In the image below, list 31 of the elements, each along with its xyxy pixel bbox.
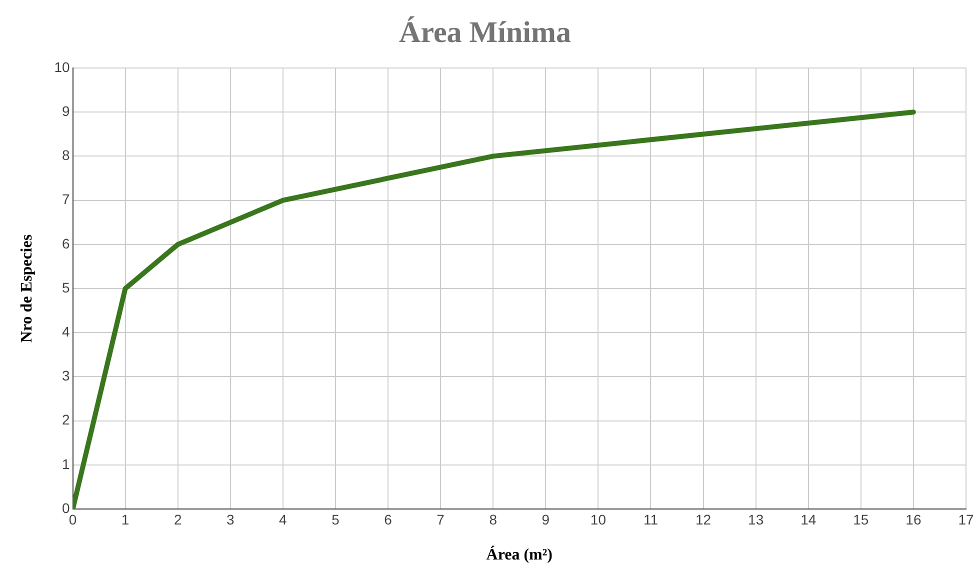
y-tick-label: 4 [62,323,70,340]
y-tick-label: 10 [54,58,70,75]
x-tick-label: 2 [174,511,182,528]
x-tick-label: 6 [384,511,392,528]
y-tick-label: 1 [62,456,70,472]
x-axis-title: Área (m²) [486,546,553,564]
y-tick-label: 6 [62,235,70,252]
x-tick-label: 12 [695,511,712,528]
x-tick-label: 1 [121,511,130,528]
y-axis-title: Nro de Especies [18,234,36,343]
x-tick-label: 17 [958,511,974,528]
x-tick-label: 11 [643,511,658,528]
y-tick-label: 0 [62,500,70,516]
y-tick-label: 9 [62,102,70,119]
x-tick-label: 10 [590,511,606,528]
x-tick-label: 3 [226,511,234,528]
y-tick-label: 8 [62,147,70,164]
y-tick-label: 5 [62,279,70,296]
y-tick-label: 3 [62,368,70,384]
y-tick-label: 2 [62,412,70,428]
x-tick-label: 7 [436,511,445,528]
x-tick-label: 4 [279,511,288,528]
x-tick-label: 13 [748,511,764,528]
x-tick-label: 16 [906,511,922,528]
y-tick-label: 7 [62,191,70,208]
x-tick-label: 5 [332,511,340,528]
chart-title: Área Mínima [399,16,571,49]
x-tick-label: 15 [853,511,869,528]
x-tick-label: 14 [800,511,816,528]
x-tick-label: 8 [489,511,498,528]
x-tick-label: 9 [542,511,550,528]
